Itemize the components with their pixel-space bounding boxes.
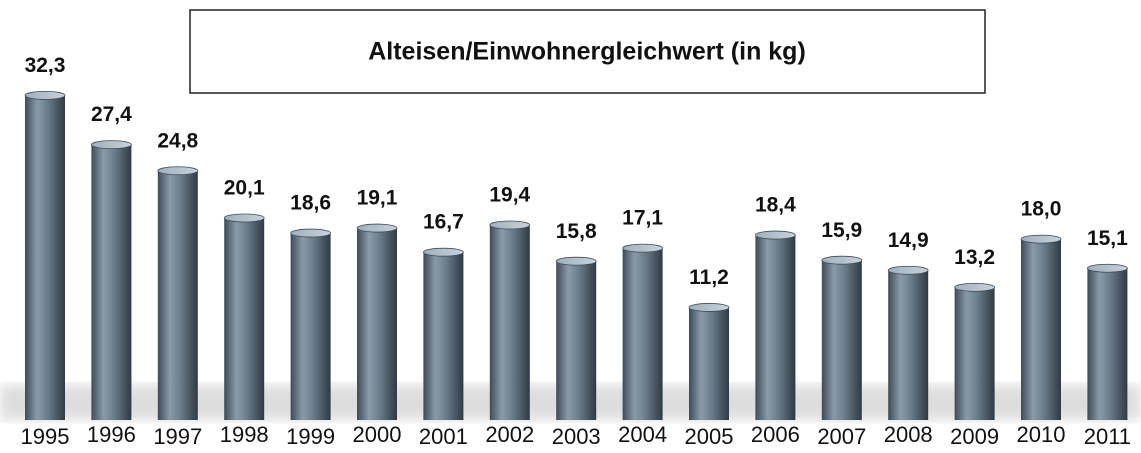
value-label: 19,1 [357, 187, 398, 210]
bar [954, 287, 995, 420]
value-label: 27,4 [91, 103, 132, 126]
bar-cap [954, 282, 995, 292]
bar-cap [157, 166, 199, 176]
bar [489, 225, 530, 420]
bar-cap [1020, 234, 1062, 244]
x-tick-label: 2010 [1017, 422, 1066, 447]
x-tick-label: 2001 [419, 424, 468, 448]
x-tick-label: 2002 [485, 422, 534, 447]
bar-cap [223, 213, 265, 223]
value-label: 24,8 [157, 129, 198, 152]
bar-cap [24, 90, 66, 100]
bar-cap [489, 220, 531, 230]
bar [1021, 239, 1061, 420]
value-label: 14,9 [888, 229, 929, 252]
bar [224, 217, 265, 420]
bar [689, 307, 729, 420]
bar-cap [688, 303, 730, 312]
value-label: 13,2 [954, 246, 995, 269]
chart-title: Alteisen/Einwohnergleichwert (in kg) [368, 38, 806, 66]
x-tick-label: 2009 [950, 424, 999, 448]
bar [622, 248, 663, 420]
bar [25, 95, 65, 420]
bar-cap [356, 223, 398, 233]
value-label: 15,9 [821, 219, 862, 242]
bar [423, 252, 464, 420]
bar [1087, 268, 1128, 420]
bar-cap [1087, 263, 1128, 273]
x-tick-label: 2007 [817, 424, 866, 448]
x-tick-label: 2006 [751, 422, 800, 447]
bar [290, 233, 331, 420]
bar-cap [821, 255, 863, 265]
value-label: 15,8 [556, 220, 597, 243]
value-label: 16,7 [423, 211, 464, 234]
value-label: 18,4 [755, 194, 796, 217]
x-tick-label: 1999 [286, 424, 335, 448]
x-tick-label: 2011 [1084, 424, 1131, 448]
bar [157, 170, 198, 420]
x-tick-label: 2005 [685, 424, 734, 448]
bar-cap [91, 140, 132, 150]
bar-cap [290, 228, 332, 238]
bar [91, 144, 132, 420]
x-tick-label: 1996 [87, 422, 136, 447]
x-tick-label: 1997 [153, 424, 202, 448]
bar [821, 260, 862, 420]
value-label: 20,1 [224, 177, 265, 200]
bar [888, 270, 929, 420]
bar-cap [755, 230, 796, 240]
bar-cap [887, 265, 929, 275]
bar [357, 228, 397, 420]
bar [556, 261, 597, 420]
value-label: 19,4 [489, 184, 530, 207]
x-tick-label: 2000 [353, 422, 402, 447]
x-tick-label: 2004 [618, 422, 667, 447]
x-tick-label: 2003 [552, 424, 601, 448]
value-label: 32,3 [25, 54, 66, 77]
bar-cap [555, 256, 597, 266]
bar-cap [422, 247, 464, 257]
value-label: 18,6 [290, 192, 331, 215]
x-tick-label: 1995 [21, 424, 70, 448]
value-label: 17,1 [622, 207, 663, 230]
x-tick-label: 1998 [220, 422, 269, 447]
title-box [189, 9, 986, 94]
bar-cap [622, 243, 663, 253]
value-label: 11,2 [689, 266, 729, 289]
value-label: 15,1 [1087, 227, 1128, 250]
bar [755, 235, 796, 420]
value-label: 18,0 [1021, 198, 1062, 221]
x-tick-label: 2008 [884, 422, 933, 447]
